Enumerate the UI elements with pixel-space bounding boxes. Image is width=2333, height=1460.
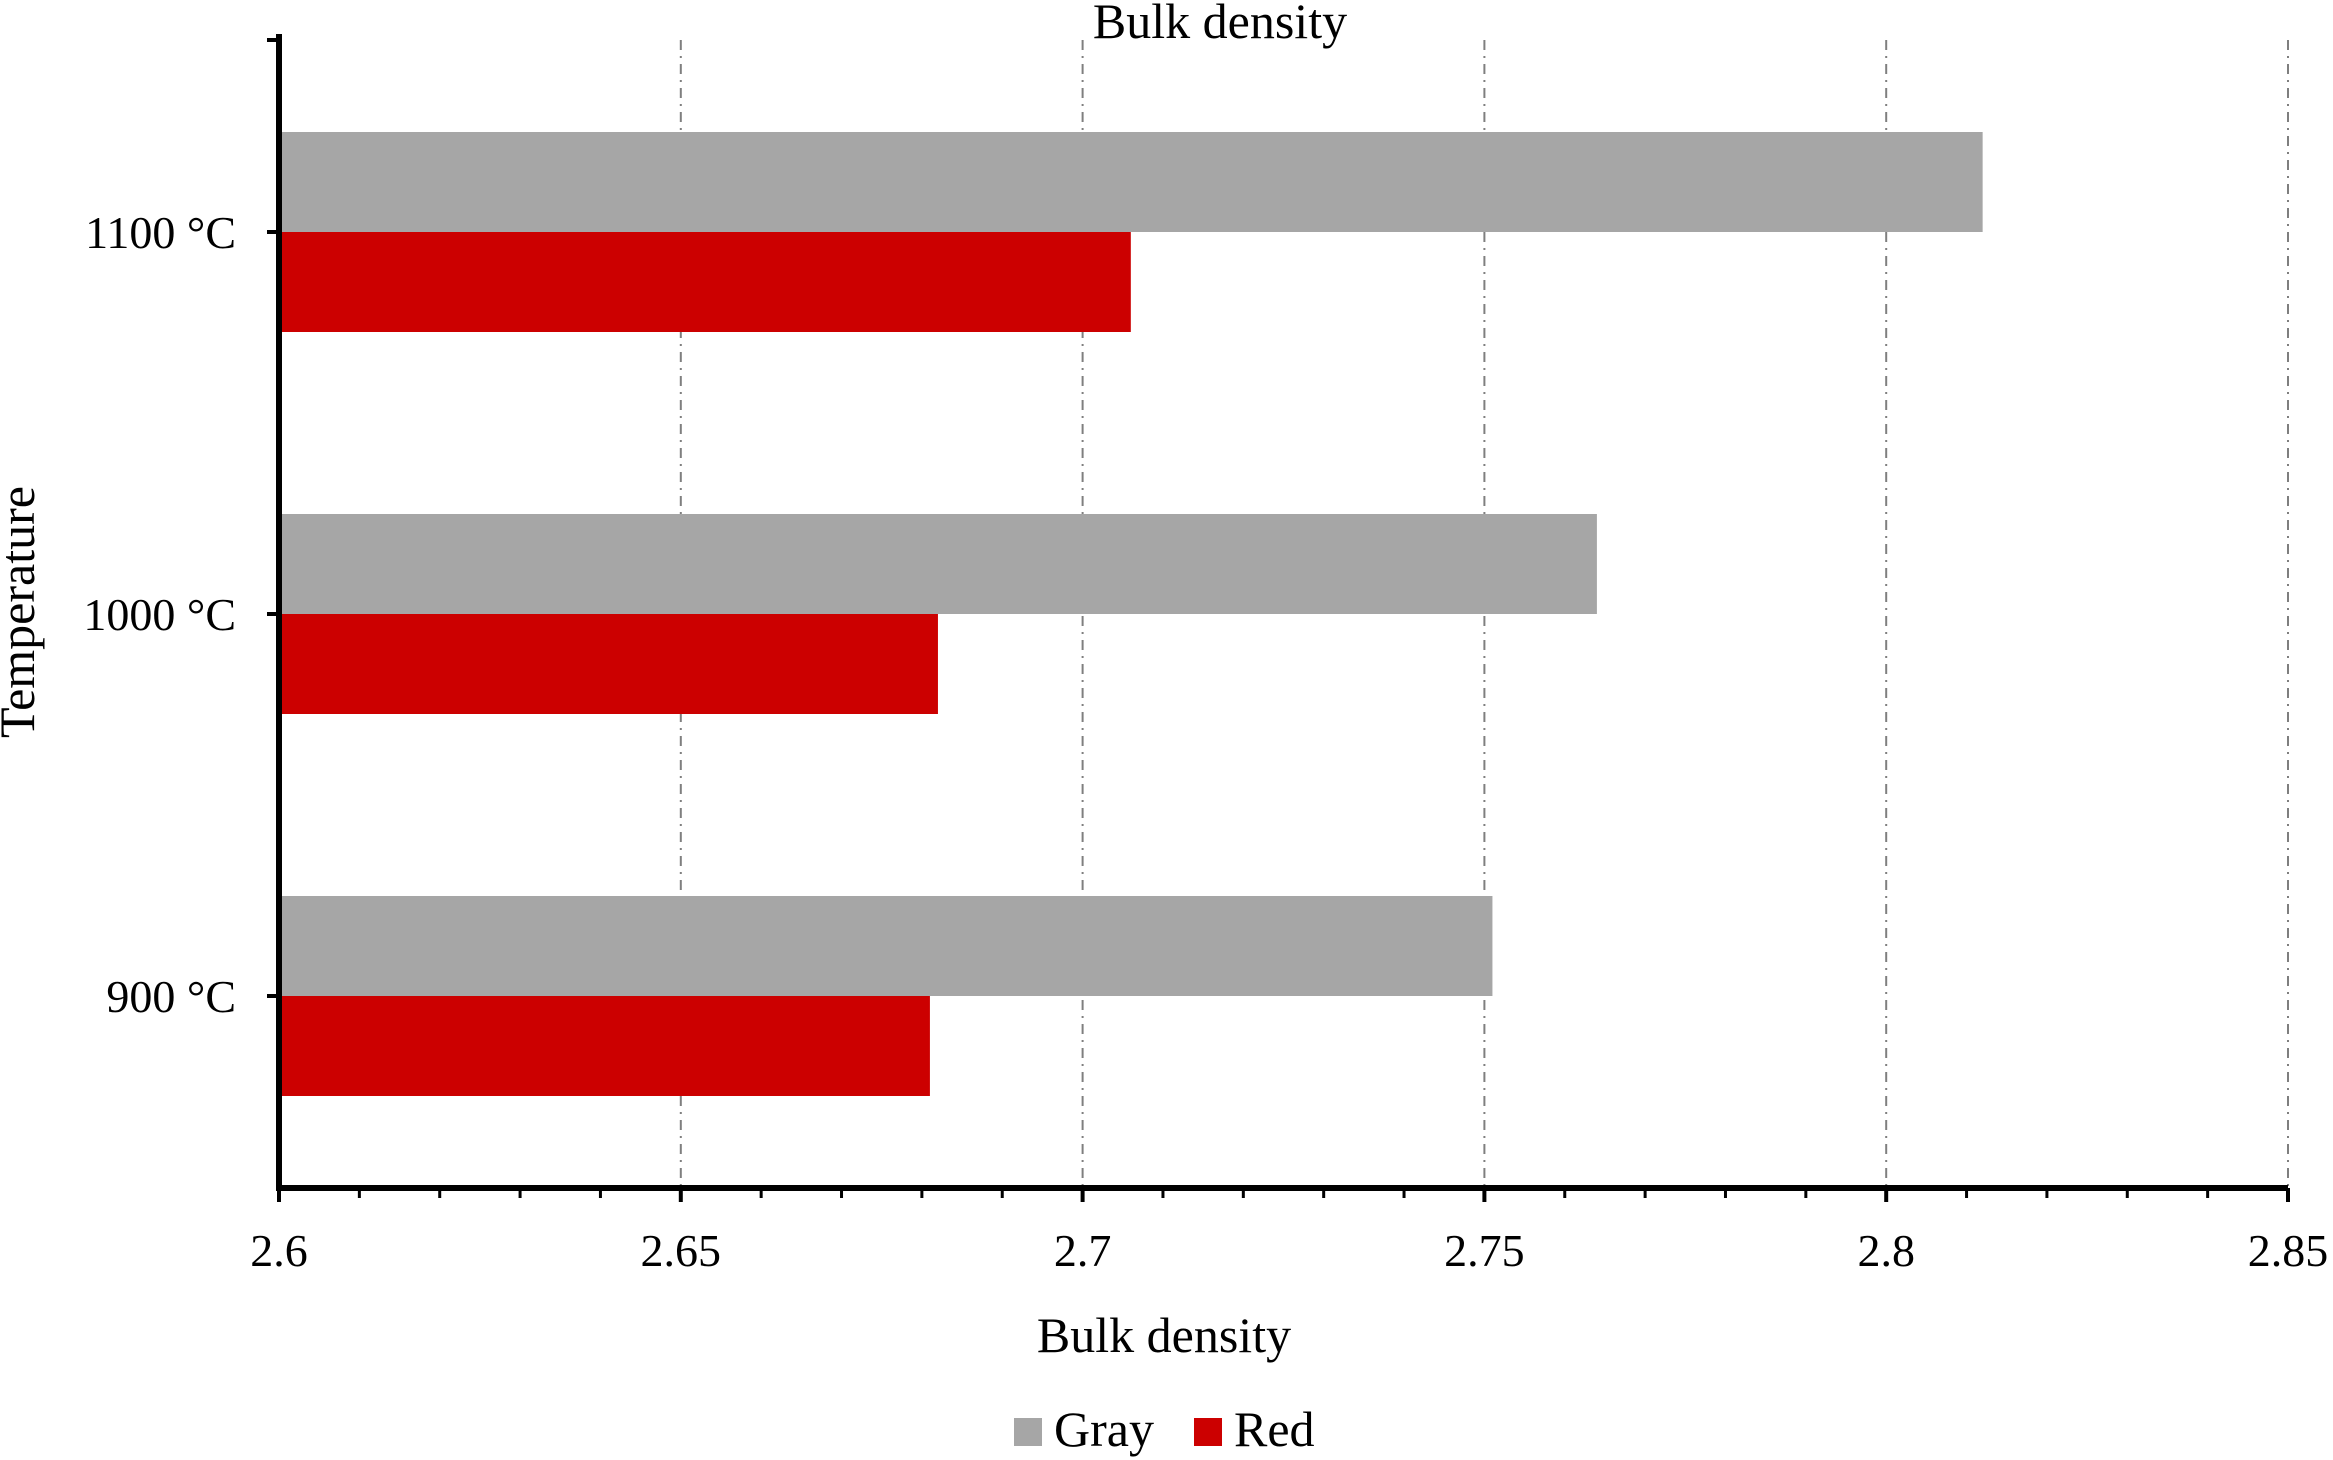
x-tick-label: 2.8 [1857,1225,1915,1276]
chart-title: Bulk density [1093,0,1347,49]
bar-red-1 [279,614,938,714]
y-tick-label: 1100 °C [85,207,236,258]
axes [267,34,2290,1202]
x-axis-label: Bulk density [1037,1307,1291,1363]
bar-gray-2 [279,132,1983,232]
x-tick-label: 2.65 [641,1225,722,1276]
bar-red-0 [279,996,930,1096]
x-tick-label: 2.75 [1444,1225,1525,1276]
bar-red-2 [279,232,1131,332]
y-axis-label: Temperature [0,486,45,738]
x-tick-label: 2.6 [250,1225,308,1276]
y-tick-labels: 900 °C 1000 °C 1100 °C [83,207,236,1022]
legend-swatch-red [1194,1418,1222,1446]
legend-label-red: Red [1234,1401,1315,1457]
legend: Gray Red [1014,1401,1315,1457]
y-tick-label: 1000 °C [83,589,236,640]
bar-gray-0 [279,896,1493,996]
bars [279,132,1983,1096]
bar-gray-1 [279,514,1597,614]
legend-label-gray: Gray [1054,1401,1154,1457]
x-tick-label: 2.85 [2248,1225,2329,1276]
x-tick-labels: 2.6 2.65 2.7 2.75 2.8 2.85 [250,1225,2328,1276]
legend-swatch-gray [1014,1418,1042,1446]
x-tick-label: 2.7 [1054,1225,1112,1276]
y-tick-label: 900 °C [106,971,236,1022]
